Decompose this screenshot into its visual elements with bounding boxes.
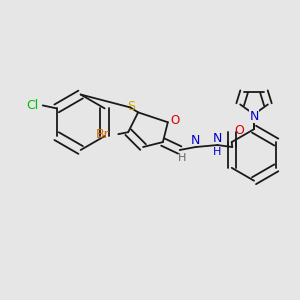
Text: Cl: Cl [27, 99, 39, 112]
Text: N: N [249, 112, 259, 125]
Text: O: O [170, 114, 179, 127]
Text: N: N [213, 132, 222, 145]
Text: Br: Br [96, 128, 109, 141]
Text: N: N [249, 110, 259, 123]
Text: S: S [127, 100, 135, 113]
Text: H: H [178, 153, 186, 163]
Text: O: O [234, 124, 244, 137]
Text: H: H [213, 147, 222, 157]
Text: N: N [191, 134, 200, 147]
